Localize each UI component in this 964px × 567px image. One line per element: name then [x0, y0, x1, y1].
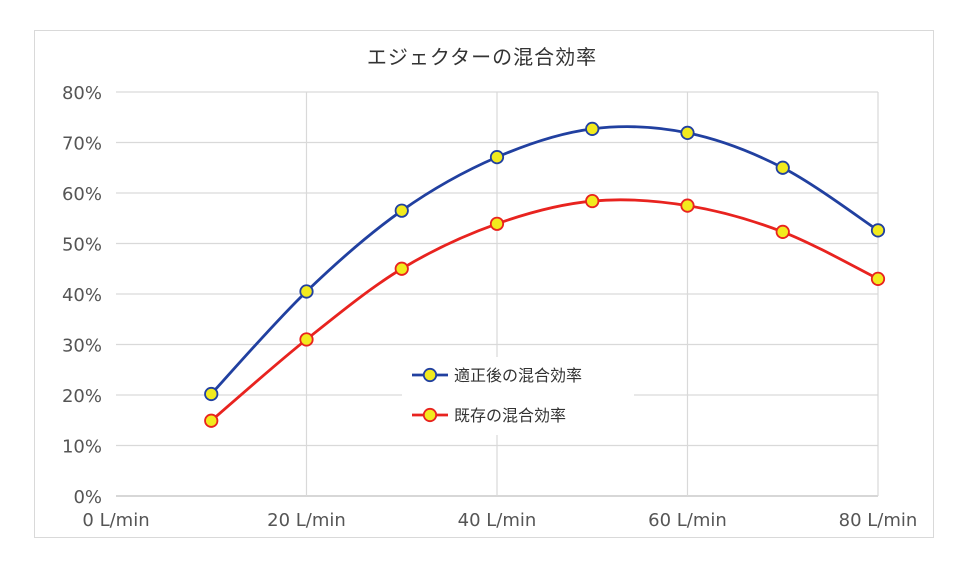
- axes: 0% 10% 20% 30% 40% 50% 60% 70% 80% 0 L/min 20 L/mi…: [62, 83, 917, 531]
- data-point: [394, 261, 409, 276]
- data-point: [680, 125, 695, 141]
- data-point: [204, 413, 219, 428]
- y-tick-label: 0%: [73, 487, 102, 508]
- x-tick-label: 20 L/min: [267, 510, 346, 531]
- chart-title: エジェクターの混合効率: [366, 45, 598, 69]
- data-point: [299, 284, 314, 299]
- y-tick-label: 40%: [62, 285, 102, 306]
- y-tick-label: 20%: [62, 386, 102, 407]
- legend-background: [402, 357, 634, 435]
- x-tick-label: 0 L/min: [82, 510, 149, 531]
- data-point: [204, 386, 219, 402]
- data-point: [775, 224, 790, 239]
- y-tick-label: 70%: [62, 134, 102, 155]
- x-tick-label: 40 L/min: [458, 510, 537, 531]
- y-tick-label: 60%: [62, 184, 102, 205]
- data-point: [489, 150, 505, 165]
- data-point: [394, 203, 409, 218]
- x-tick-label: 80 L/min: [839, 510, 918, 531]
- data-point: [585, 121, 600, 136]
- legend-marker: [422, 407, 438, 423]
- series-1: [204, 121, 886, 402]
- legend-item: 適正後の混合効率: [412, 366, 582, 385]
- y-tick-label: 10%: [62, 437, 102, 458]
- y-tick-label: 30%: [62, 336, 102, 357]
- data-point: [870, 223, 886, 238]
- data-point: [489, 216, 505, 231]
- data-point: [299, 332, 314, 347]
- series-2: [204, 193, 886, 428]
- legend-label: 既存の混合効率: [454, 406, 566, 425]
- series-layer: [204, 121, 886, 428]
- data-point: [585, 193, 600, 209]
- data-point: [680, 198, 695, 213]
- x-tick-label: 60 L/min: [648, 510, 727, 531]
- data-point: [870, 271, 886, 286]
- y-tick-label: 50%: [62, 235, 102, 256]
- data-point: [775, 160, 790, 175]
- chart-frame: [34, 30, 934, 538]
- legend-item: 既存の混合効率: [412, 406, 566, 425]
- legend-marker: [422, 367, 438, 383]
- y-tick-label: 80%: [62, 83, 102, 104]
- legend-label: 適正後の混合効率: [454, 366, 582, 385]
